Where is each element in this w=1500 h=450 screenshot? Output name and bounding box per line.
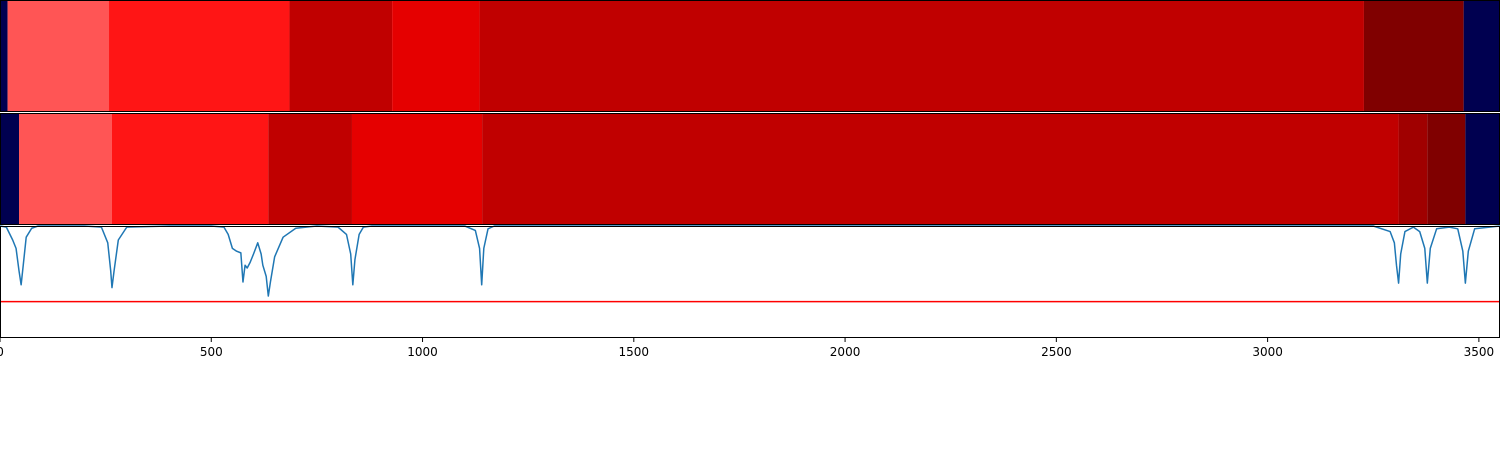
series-line [0,225,1500,297]
heatmap-segment-2-9 [1465,113,1500,225]
heatmap-row-2 [0,113,1500,225]
heatmap-segment-1-3 [109,0,290,112]
line-panel-background [0,226,1500,338]
line-panel [0,225,1500,338]
x-tick-label: 0 [0,345,4,359]
heatmap-segment-1-8 [1463,0,1500,112]
heatmap-segment-2-2 [19,113,112,225]
heatmap-segment-2-5 [351,113,483,225]
heatmap-segment-2-7 [1398,113,1428,225]
heatmap-segment-2-3 [111,113,269,225]
x-tick-label: 1000 [407,345,438,359]
x-tick-label: 3500 [1464,345,1495,359]
x-tick-label: 500 [200,345,223,359]
heatmap-segment-2-8 [1427,113,1466,225]
heatmap-segment-1-2 [7,0,110,112]
x-axis: 0 500 1000 1500 2000 2500 3000 3500 [0,338,1494,359]
x-tick-label: 2000 [830,345,861,359]
heatmap-segment-1-5 [392,0,480,112]
heatmap-segment-2-6 [482,113,1399,225]
heatmap-segment-1-7 [1363,0,1464,112]
x-tick-label: 2500 [1041,345,1072,359]
heatmap-segment-1-4 [289,0,393,112]
x-tick-label: 1500 [619,345,650,359]
heatmap-segment-1-6 [479,0,1364,112]
heatmap-row-1 [0,0,1500,112]
heatmap-segment-2-4 [268,113,352,225]
heatmap-segment-1-1 [0,0,8,112]
heatmap-segment-2-1 [0,113,20,225]
x-tick-label: 3000 [1252,345,1283,359]
